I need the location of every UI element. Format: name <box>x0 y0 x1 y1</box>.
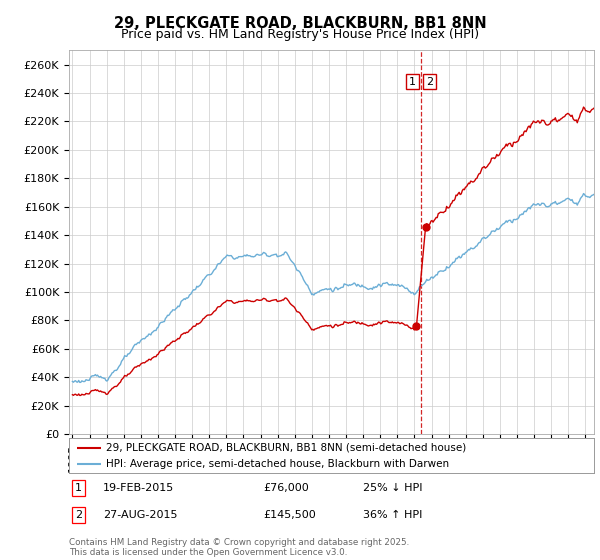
Text: HPI: Average price, semi-detached house, Blackburn with Darwen: HPI: Average price, semi-detached house,… <box>106 459 449 469</box>
Text: 25% ↓ HPI: 25% ↓ HPI <box>363 483 422 493</box>
Text: 2: 2 <box>426 77 433 87</box>
Text: Contains HM Land Registry data © Crown copyright and database right 2025.
This d: Contains HM Land Registry data © Crown c… <box>69 538 409 557</box>
Text: 29, PLECKGATE ROAD, BLACKBURN, BB1 8NN (semi-detached house): 29, PLECKGATE ROAD, BLACKBURN, BB1 8NN (… <box>106 443 466 453</box>
Text: 1: 1 <box>75 483 82 493</box>
Text: 36% ↑ HPI: 36% ↑ HPI <box>363 510 422 520</box>
Text: 29, PLECKGATE ROAD, BLACKBURN, BB1 8NN: 29, PLECKGATE ROAD, BLACKBURN, BB1 8NN <box>113 16 487 31</box>
Text: £145,500: £145,500 <box>263 510 316 520</box>
Text: 2: 2 <box>75 510 82 520</box>
Text: 1: 1 <box>409 77 416 87</box>
Text: Price paid vs. HM Land Registry's House Price Index (HPI): Price paid vs. HM Land Registry's House … <box>121 28 479 41</box>
Text: 27-AUG-2015: 27-AUG-2015 <box>103 510 178 520</box>
Text: £76,000: £76,000 <box>263 483 309 493</box>
Text: 19-FEB-2015: 19-FEB-2015 <box>103 483 175 493</box>
